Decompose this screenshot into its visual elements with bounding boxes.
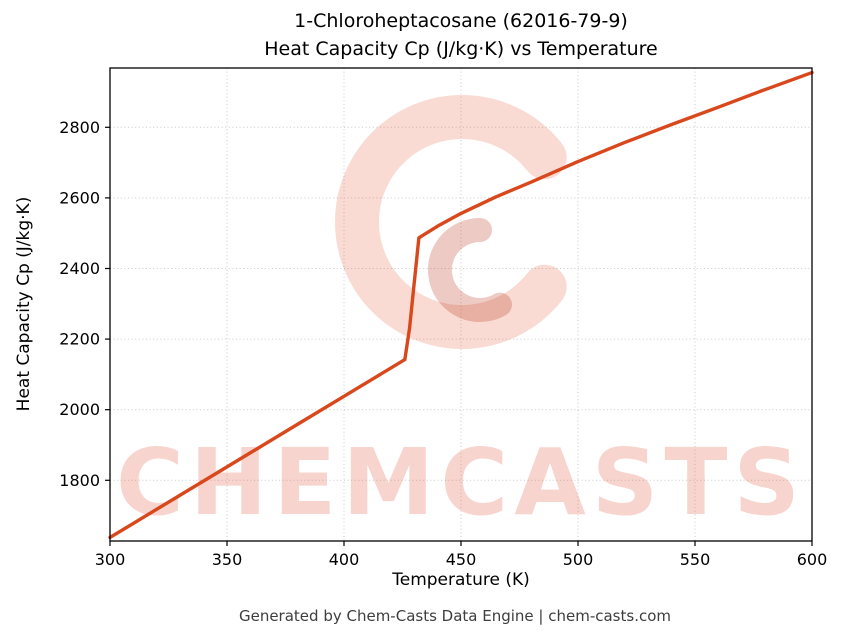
chemcasts-logo-watermark-inner-icon [427, 218, 512, 322]
y-tick-label: 2600 [59, 188, 100, 207]
y-tick-label: 2400 [59, 259, 100, 278]
data-series [108, 70, 814, 540]
x-tick-label: 550 [680, 550, 711, 569]
x-tick-label: 350 [212, 550, 243, 569]
x-tick-label: 300 [95, 550, 126, 569]
axes: 300 350 400 450 500 550 600 1800 2000 2200 2400 260… [59, 67, 828, 569]
watermark: CHEMCASTS [116, 95, 806, 536]
x-tick-label: 400 [329, 550, 360, 569]
y-axis-label: Heat Capacity Cp (J/kg·K) [14, 196, 34, 412]
y-tick-label: 2200 [59, 330, 100, 349]
watermark-text: CHEMCASTS [116, 429, 806, 536]
x-axis-label: Temperature (K) [392, 570, 530, 590]
footer-text: Generated by Chem-Casts Data Engine | ch… [238, 607, 672, 625]
y-tick-label: 2000 [59, 400, 100, 419]
chart-title: 1-Chloroheptacosane (62016-79-9) Heat Ca… [110, 8, 812, 63]
chemcasts-logo-watermark-icon [335, 95, 567, 349]
plot-border [109, 67, 813, 542]
x-tick-label: 600 [797, 550, 828, 569]
x-tick-label: 450 [446, 550, 477, 569]
x-tick-label: 500 [563, 550, 594, 569]
chart-title-line-1: 1-Chloroheptacosane (62016-79-9) [294, 10, 628, 32]
y-tick-label: 1800 [59, 471, 100, 490]
chart-title-line-2: Heat Capacity Cp (J/kg·K) vs Temperature [264, 37, 658, 60]
y-tick-label: 2800 [59, 118, 100, 137]
cp-vs-temperature-line [108, 70, 814, 540]
